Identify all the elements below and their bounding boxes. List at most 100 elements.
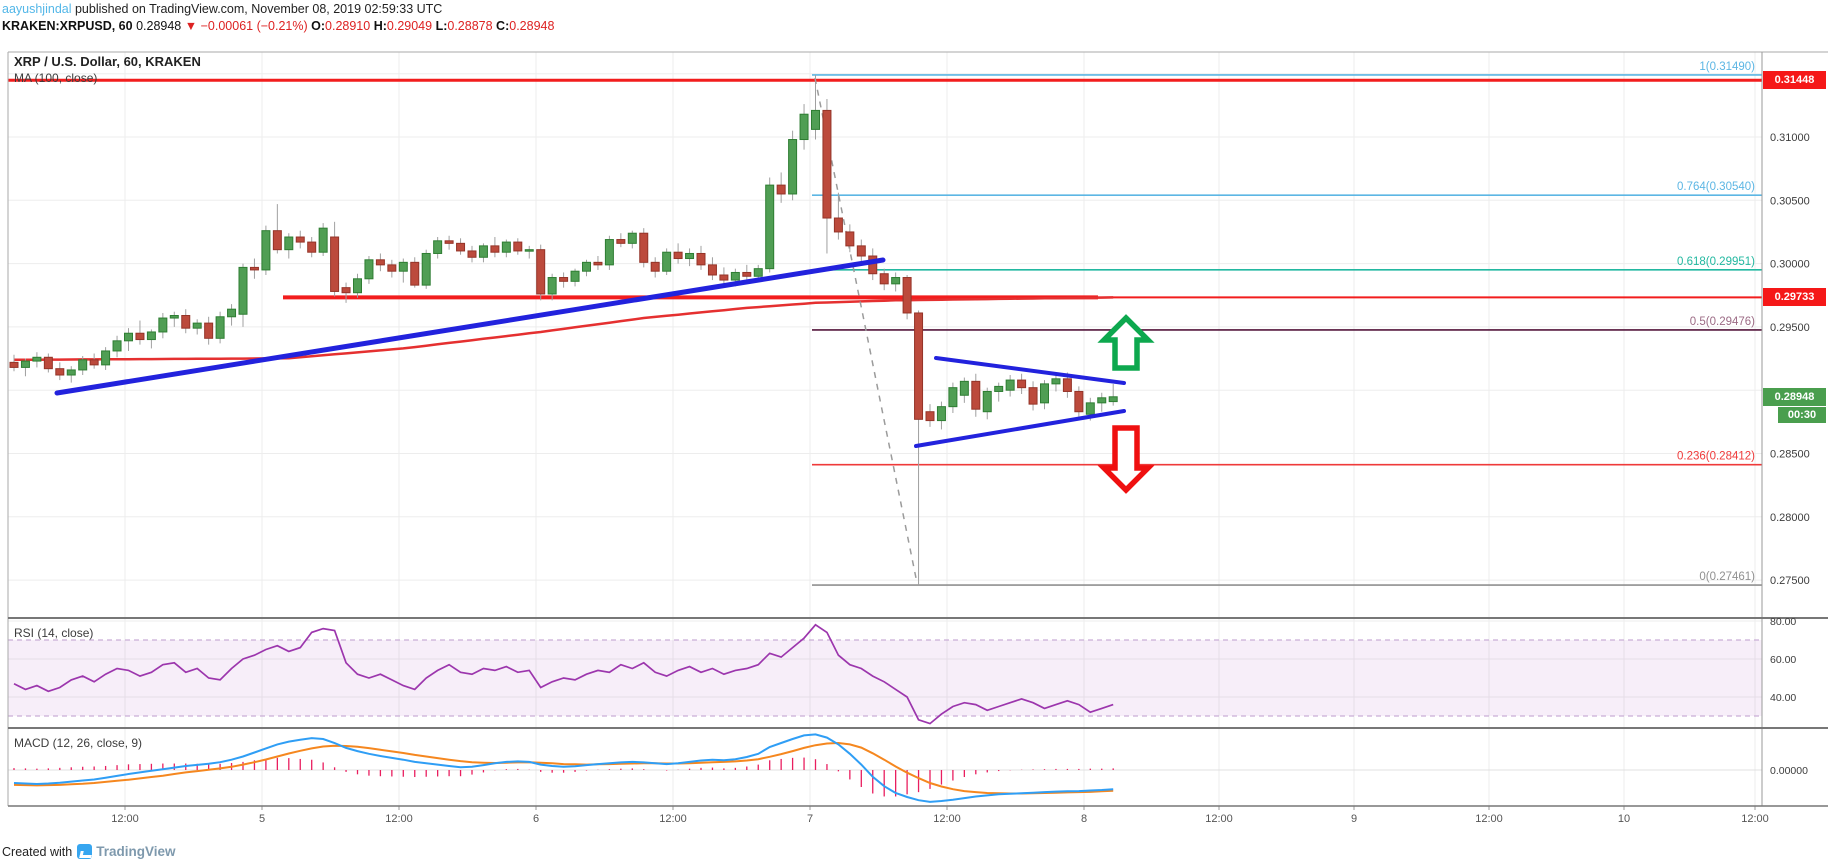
low-label: L: [435, 19, 448, 33]
fib-level-label: 0.618(0.29951) [1677, 256, 1755, 268]
candle-down [181, 315, 191, 329]
candle-up [982, 390, 992, 413]
candle-down [272, 230, 282, 251]
candle-down [868, 255, 878, 275]
rsi-axis-label: 80.00 [1770, 616, 1796, 628]
candle-up [20, 360, 30, 368]
time-axis-label: 10 [1618, 813, 1630, 825]
candle-up [318, 227, 328, 253]
candle-up [421, 252, 431, 286]
time-axis-label: 6 [533, 813, 539, 825]
rsi-axis-label: 60.00 [1770, 654, 1796, 666]
time-axis-label: 12:00 [1475, 813, 1503, 825]
time-axis-label: 12:00 [1205, 813, 1233, 825]
candle-up [1040, 383, 1049, 404]
candle-up [284, 236, 294, 251]
price-axis-label: 0.27500 [1770, 575, 1810, 587]
time-axis-label: 9 [1351, 813, 1357, 825]
candle-up [192, 322, 202, 329]
candle-down [742, 271, 752, 277]
created-with-text: Created with [2, 844, 73, 859]
candle-up [1051, 378, 1061, 385]
time-axis-label: 8 [1081, 813, 1087, 825]
candle-up [582, 261, 591, 272]
candle-down [307, 241, 317, 253]
candle-up [570, 270, 580, 282]
main-uptrend-line [54, 257, 886, 396]
close-value: 0.28948 [509, 19, 555, 33]
trend-lines [54, 257, 1126, 448]
candle-up [994, 385, 1004, 392]
fib-retracement-levels: 1(0.31490) 0.764(0.30540) 0.618(0.29951) 0.… [812, 61, 1762, 586]
candle-up [169, 315, 179, 319]
price-axis-label: 0.31000 [1770, 132, 1810, 144]
candle-down [467, 250, 477, 258]
candle-down [330, 236, 340, 292]
tradingview-icon [77, 844, 93, 859]
time-axis-label: 12:00 [933, 813, 961, 825]
fib-level-label: 0.5(0.29476) [1690, 316, 1755, 328]
candle-up [788, 139, 798, 195]
candle-down [707, 264, 717, 276]
candle-up [936, 406, 946, 422]
candle-up [685, 252, 695, 260]
horizontal-price-lines [8, 78, 1762, 300]
candle-down [444, 240, 454, 244]
candle-down [719, 274, 729, 281]
fib-level-label: 0.764(0.30540) [1677, 181, 1755, 193]
last-price: 0.28948 [136, 19, 182, 33]
price-badge-lower-red-line: 0.29733 [1763, 288, 1826, 307]
fib-level-label: 1(0.31490) [1699, 61, 1755, 73]
candle-up [478, 245, 488, 258]
candle-up [1005, 379, 1015, 391]
candle-down [1028, 387, 1038, 405]
open-label: O: [311, 19, 326, 33]
candle-down [822, 109, 832, 219]
publish-info: aayushjindal published on TradingView.co… [2, 2, 442, 16]
candle-up [66, 369, 76, 376]
candle-up [364, 259, 374, 280]
attribution-footer: Created with TradingView [2, 844, 175, 859]
candle-up [948, 387, 958, 408]
candle-down [55, 368, 65, 376]
candle-down [89, 359, 99, 366]
candle-up [627, 232, 637, 244]
candle-down [559, 277, 569, 282]
breakdown-down-arrow [1097, 425, 1155, 494]
candle-down [295, 236, 305, 243]
macd-histogram [13, 757, 1114, 797]
time-axis-label: 5 [259, 813, 265, 825]
candle-down [204, 322, 214, 339]
rsi-overbought-oversold-band [8, 639, 1762, 717]
candle-up [959, 380, 969, 396]
candle-up [433, 240, 443, 254]
time-axis-label: 7 [807, 813, 813, 825]
tradingview-logo[interactable]: TradingView [77, 844, 175, 859]
candle-up [753, 268, 763, 277]
tradingview-wordmark: TradingView [96, 844, 176, 859]
candle-up [146, 331, 156, 341]
candle-down [593, 261, 603, 266]
candle-down [914, 312, 924, 420]
direction-arrows [1097, 314, 1155, 494]
candle-up [158, 317, 168, 333]
price-badge-upper-red-line: 0.31448 [1763, 71, 1826, 90]
candle-down [513, 241, 523, 252]
candle-down [925, 411, 935, 422]
candle-up [78, 359, 88, 371]
rsi-line [13, 623, 1114, 725]
candle-down [856, 245, 866, 257]
time-axis-label: 12:00 [659, 813, 687, 825]
candle-down [456, 242, 466, 252]
candle-up [398, 261, 408, 272]
candle-up [261, 230, 271, 271]
author-link[interactable]: aayushjindal [2, 2, 72, 16]
price-axis-label: 0.30000 [1770, 259, 1810, 271]
time-axis-label: 12:00 [1741, 813, 1769, 825]
candle-up [811, 109, 820, 130]
candle-down [536, 249, 546, 295]
candle-down [696, 252, 706, 266]
candle-up [32, 356, 42, 362]
